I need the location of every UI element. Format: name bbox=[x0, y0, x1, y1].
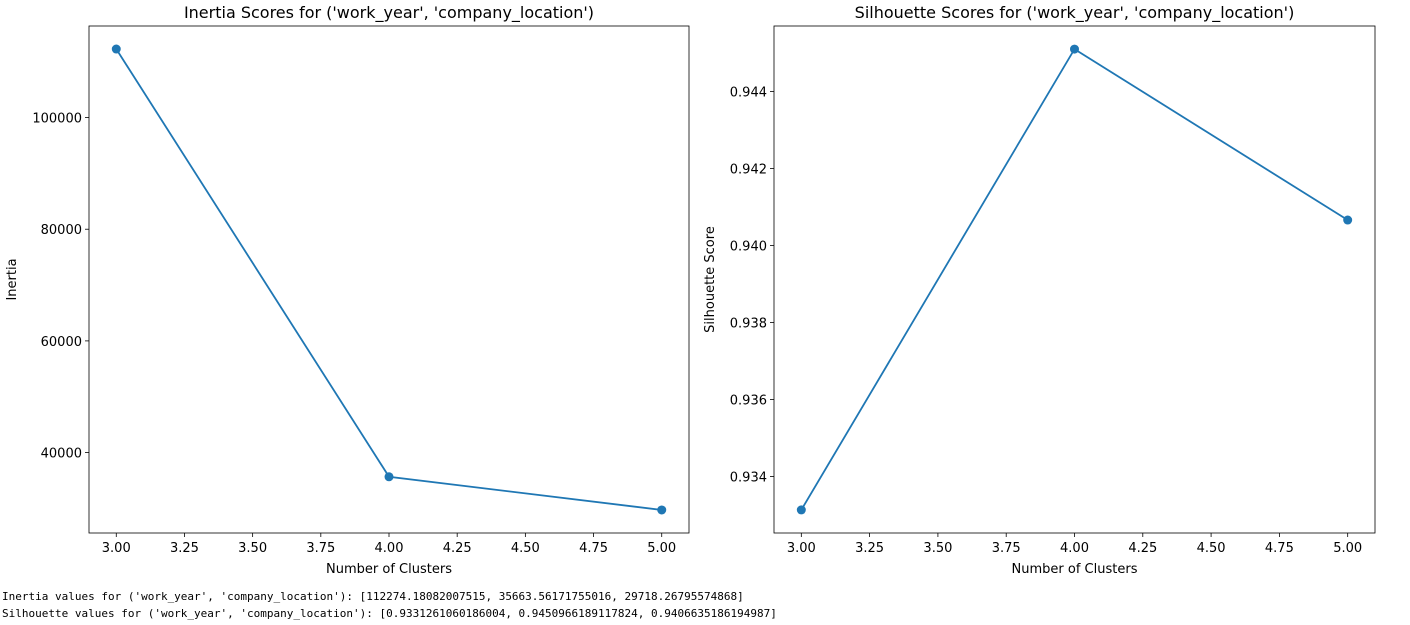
x-tick-label: 4.00 bbox=[1060, 541, 1089, 556]
data-point bbox=[1070, 44, 1079, 54]
inertia-chart: 3.00 3.25 3.50 3.75 4.00 4.25 4.50 4.75 5.00 4000… bbox=[5, 3, 690, 577]
data-point bbox=[657, 505, 667, 515]
x-tick-label: 4.75 bbox=[579, 541, 608, 556]
x-tick-label: 5.00 bbox=[647, 541, 676, 556]
data-point bbox=[796, 505, 806, 515]
figure: 3.00 3.25 3.50 3.75 4.00 4.25 4.50 4.75 5.00 4000… bbox=[5, 3, 1376, 577]
plot-frame bbox=[773, 25, 1376, 534]
x-tick-label: 3.00 bbox=[787, 541, 816, 556]
silhouette-chart: 3.00 3.25 3.50 3.75 4.00 4.25 4.50 4.75 5.00 0.93… bbox=[703, 3, 1376, 577]
y-tick-label: 0.934 bbox=[730, 470, 767, 485]
y-tick-label: 0.944 bbox=[730, 85, 767, 100]
y-tick-label: 0.936 bbox=[730, 393, 767, 408]
chart-title: Inertia Scores for ('work_year', 'compan… bbox=[184, 3, 594, 23]
y-tick-label: 40000 bbox=[41, 447, 82, 462]
x-tick-label: 3.75 bbox=[306, 541, 335, 556]
data-point bbox=[1343, 215, 1353, 225]
x-tick-label: 4.75 bbox=[1265, 541, 1294, 556]
series-line bbox=[800, 47, 1349, 511]
x-tick-label: 4.50 bbox=[511, 541, 540, 556]
y-tick-label: 80000 bbox=[41, 223, 82, 238]
x-tick-label: 4.00 bbox=[375, 541, 404, 556]
data-point bbox=[384, 472, 394, 482]
x-tick-label: 4.25 bbox=[443, 541, 472, 556]
x-axis-label: Number of Clusters bbox=[1012, 562, 1138, 577]
y-axis-label: Inertia bbox=[5, 258, 20, 300]
x-tick-label: 3.00 bbox=[102, 541, 131, 556]
x-axis-label: Number of Clusters bbox=[326, 562, 452, 577]
y-tick-label: 0.942 bbox=[730, 162, 767, 177]
x-tick-label: 3.75 bbox=[992, 541, 1021, 556]
x-tick-label: 3.50 bbox=[923, 541, 952, 556]
x-tick-label: 4.50 bbox=[1197, 541, 1226, 556]
data-point bbox=[111, 44, 121, 54]
plot-frame bbox=[88, 25, 690, 534]
silhouette-values-output: Silhouette values for ('work_year', 'com… bbox=[2, 607, 777, 620]
x-tick-label: 3.25 bbox=[855, 541, 884, 556]
x-tick-label: 3.25 bbox=[170, 541, 199, 556]
inertia-values-output: Inertia values for ('work_year', 'compan… bbox=[2, 590, 744, 603]
y-tick-label: 100000 bbox=[32, 112, 82, 127]
series-line bbox=[115, 48, 662, 511]
y-axis-label: Silhouette Score bbox=[703, 226, 718, 333]
y-tick-label: 60000 bbox=[41, 335, 82, 350]
y-tick-label: 0.938 bbox=[730, 316, 767, 331]
x-tick-label: 3.50 bbox=[238, 541, 267, 556]
x-tick-label: 4.25 bbox=[1128, 541, 1157, 556]
y-tick-label: 0.940 bbox=[730, 239, 767, 254]
x-tick-label: 5.00 bbox=[1333, 541, 1362, 556]
chart-title: Silhouette Scores for ('work_year', 'com… bbox=[855, 3, 1295, 23]
